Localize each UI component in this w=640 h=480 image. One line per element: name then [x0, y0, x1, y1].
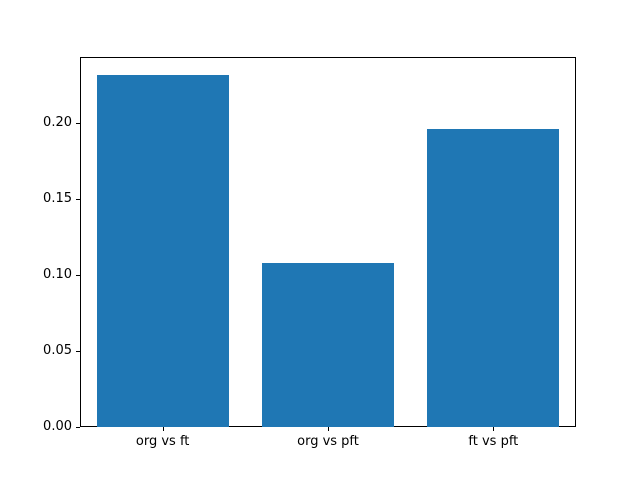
bar-org-vs-ft	[96, 74, 229, 427]
x-tick-label: ft vs pft	[468, 434, 519, 449]
y-tick-mark	[76, 275, 80, 277]
x-tick-mark	[162, 427, 164, 431]
y-tick-mark	[76, 427, 80, 428]
y-tick-label: 0.00	[43, 419, 72, 434]
y-tick-label: 0.20	[43, 115, 72, 131]
bar-ft-vs-pft	[427, 129, 560, 427]
y-tick-label: 0.15	[43, 191, 72, 207]
x-tick-label: org vs pft	[297, 434, 359, 449]
y-tick-mark	[76, 199, 80, 201]
x-tick-mark	[493, 427, 495, 431]
y-tick-label: 0.10	[43, 267, 72, 283]
y-tick-mark	[76, 351, 80, 353]
x-tick-label: org vs ft	[135, 434, 190, 449]
bar-org-vs-pft	[261, 262, 395, 427]
y-tick-mark	[76, 123, 80, 125]
x-tick-mark	[328, 427, 329, 431]
y-tick-label: 0.05	[43, 343, 72, 359]
